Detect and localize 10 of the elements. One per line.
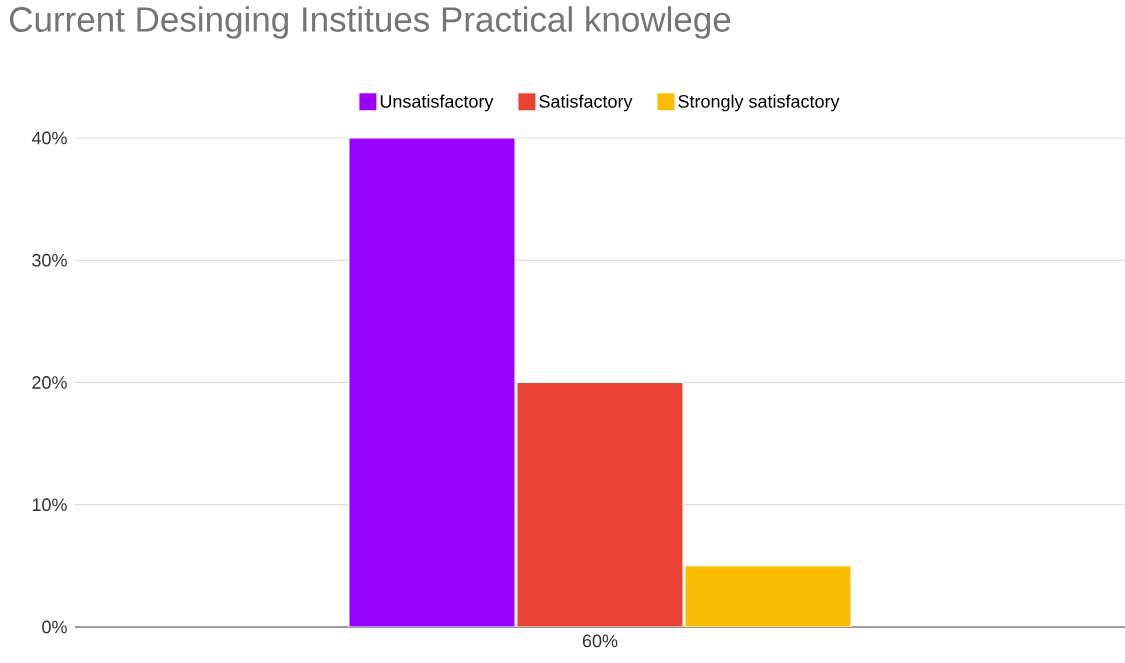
legend-label: Unsatisfactory	[380, 94, 494, 112]
y-tick-label: 0%	[42, 620, 67, 634]
legend-label: Strongly satisfactory	[678, 94, 840, 112]
y-tick-label: 40%	[31, 131, 67, 145]
y-tick-label: 30%	[32, 253, 67, 267]
legend-label: Satisfactory	[539, 94, 633, 112]
y-tick-label: 20%	[32, 376, 67, 389]
chart-title: Current Desinging Institues Practical knowlege	[9, 6, 731, 39]
x-tick-label: 60%	[582, 634, 618, 648]
y-tick-label: 10%	[32, 498, 67, 512]
